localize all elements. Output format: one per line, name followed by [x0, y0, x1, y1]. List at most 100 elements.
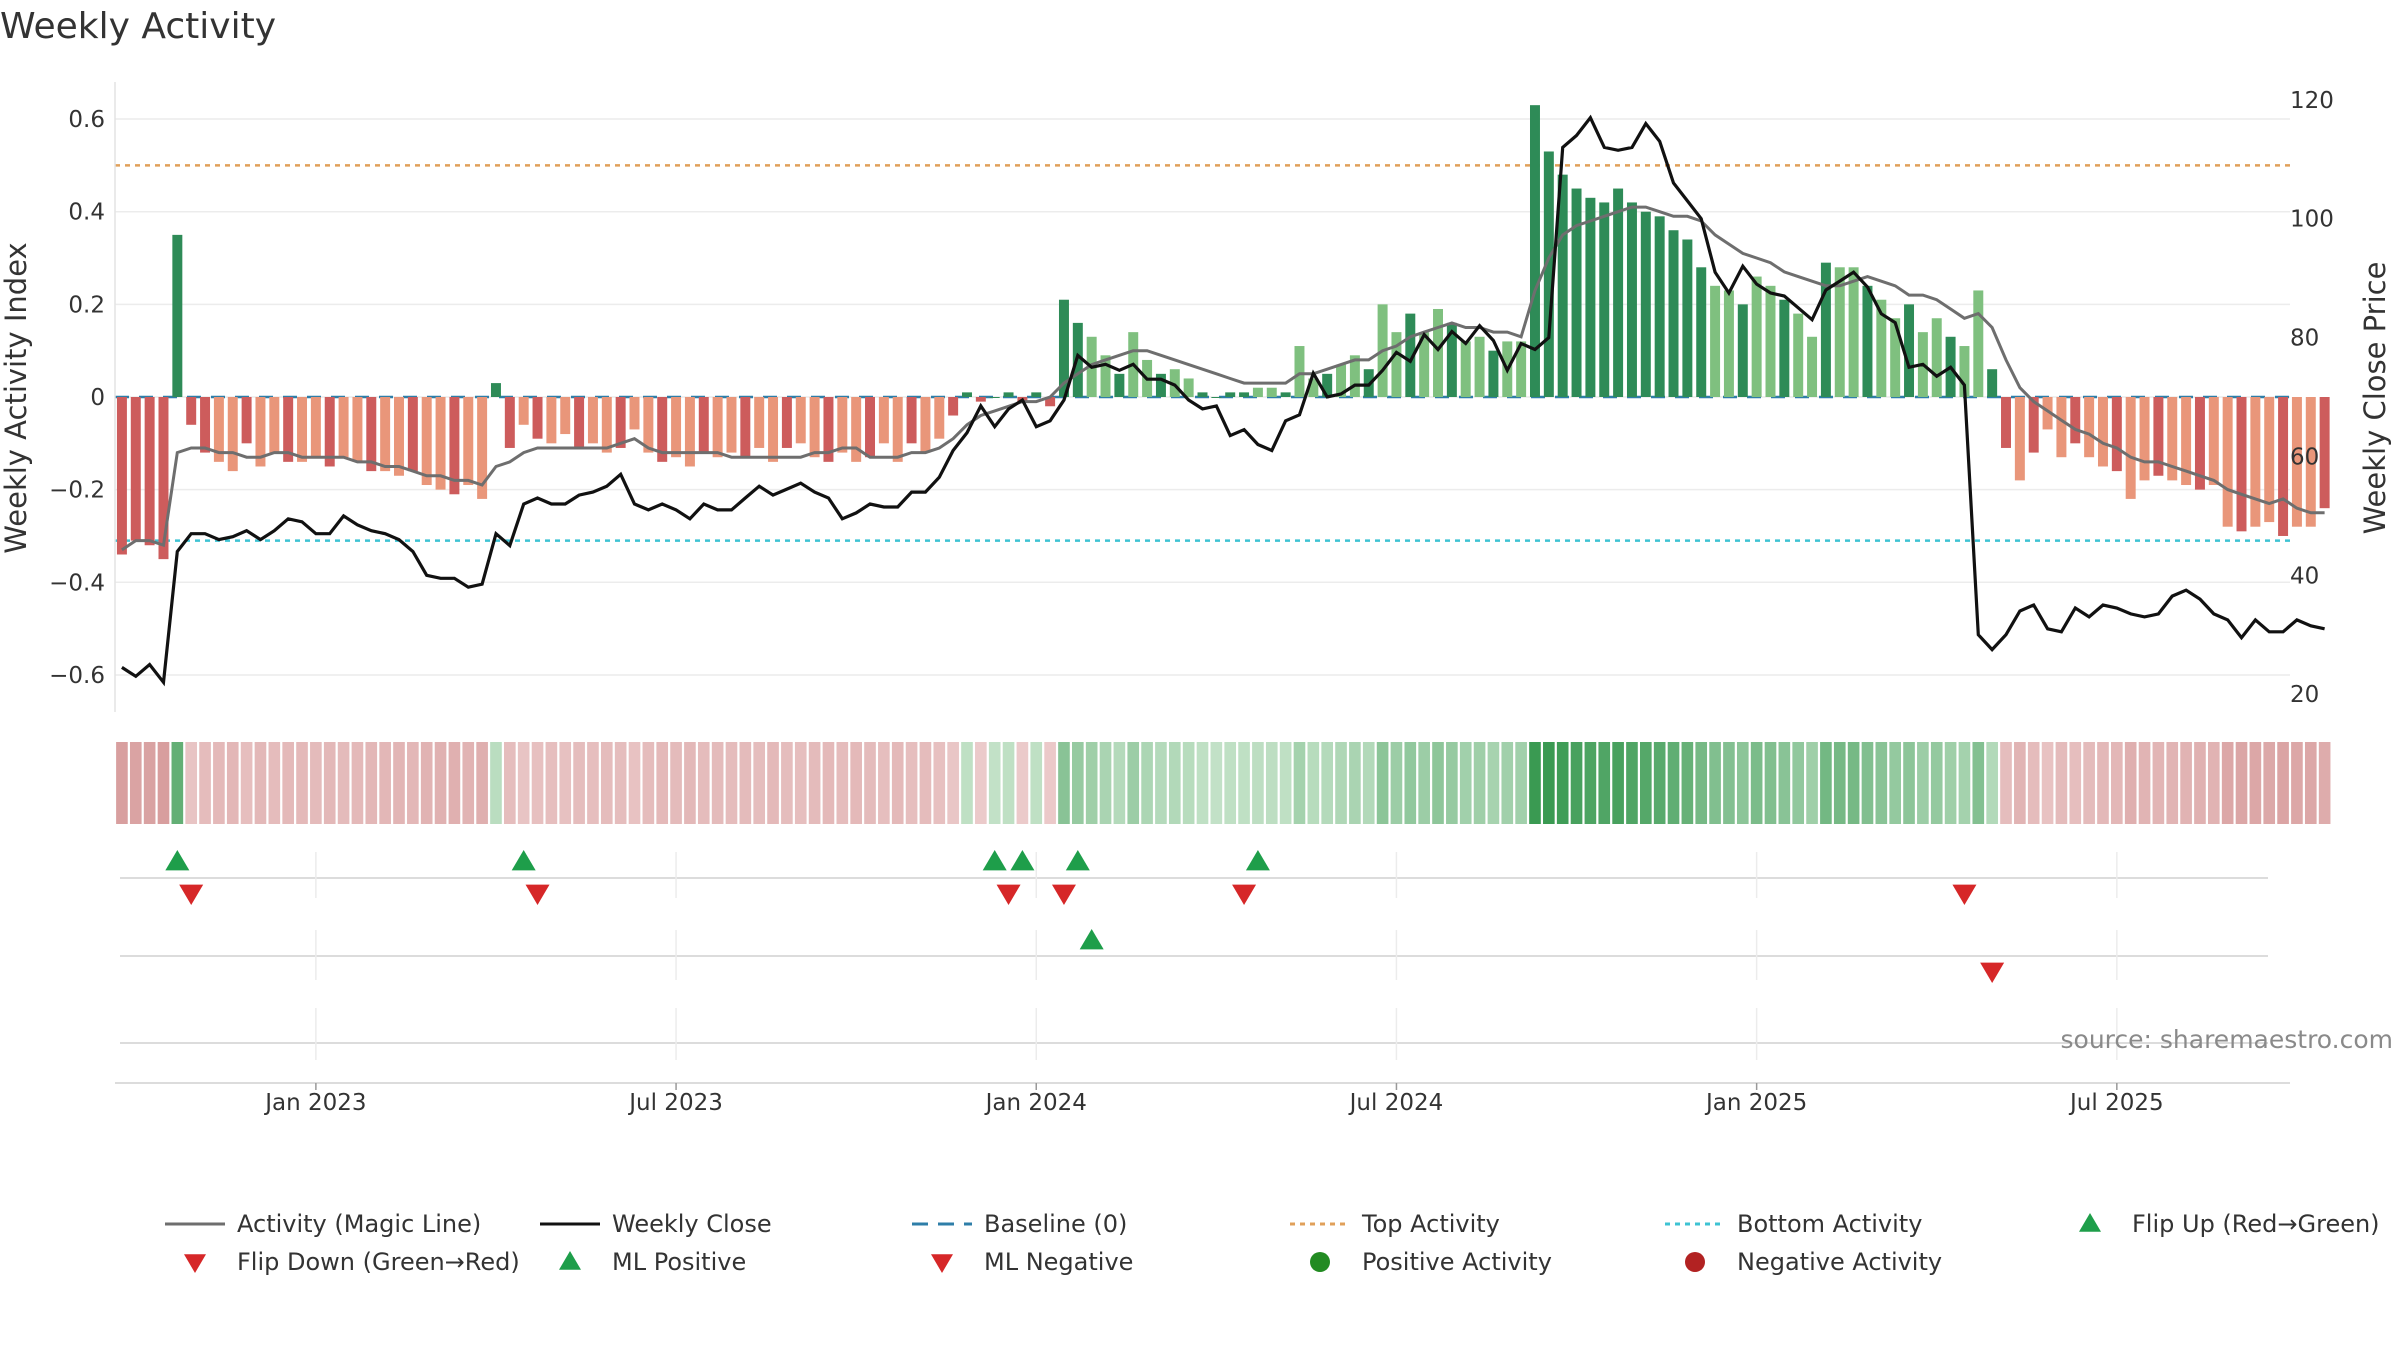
heat-cell	[365, 742, 378, 824]
activity-bar	[1626, 202, 1637, 397]
activity-bar	[172, 234, 183, 397]
axes: 0.6 0.4 0.2 0 −0.2 −0.4 −0.6 120 100 80 60 40 20 Jan …	[49, 82, 2334, 1116]
heat-cell	[268, 742, 281, 824]
heat-cell	[739, 742, 752, 824]
heat-cell	[822, 742, 835, 824]
activity-bar	[698, 397, 709, 453]
heat-cell	[905, 742, 918, 824]
heat-cell	[1044, 742, 1056, 824]
activity-bar	[421, 397, 432, 486]
x-tick-label: Jul 2025	[2068, 1090, 2164, 1116]
activity-bar	[2111, 397, 2122, 472]
activity-bar	[1460, 341, 1471, 397]
heat-cell	[1750, 742, 1763, 824]
activity-bar	[1543, 151, 1554, 397]
heat-cell	[185, 742, 198, 824]
activity-bar	[407, 397, 418, 472]
heat-cell	[2249, 742, 2262, 824]
heat-cell	[836, 742, 849, 824]
activity-bar	[463, 397, 474, 486]
activity-bar	[2125, 397, 2136, 499]
heat-cell	[1958, 742, 1971, 824]
ml-negative-marker	[1980, 962, 2005, 983]
activity-bar	[643, 397, 654, 453]
activity-bar	[574, 397, 585, 448]
heat-cell	[781, 742, 793, 824]
activity-bar	[2264, 397, 2275, 523]
heat-cell	[1058, 742, 1070, 824]
activity-bar	[1848, 267, 1859, 397]
heat-cell	[2207, 742, 2220, 824]
heat-cell	[1127, 742, 1140, 824]
source-label: source: sharemaestro.com	[2061, 1025, 2394, 1054]
heat-cell	[337, 742, 350, 824]
heat-cell	[2097, 742, 2109, 824]
activity-bar	[920, 397, 931, 453]
heat-cell	[1584, 742, 1597, 824]
heat-cell	[919, 742, 932, 824]
y-tick-label: 0.4	[68, 200, 105, 226]
heat-cell	[1861, 742, 1874, 824]
heat-cell	[1279, 742, 1292, 824]
flip-up-marker	[1010, 850, 1035, 871]
heat-cell	[1639, 742, 1652, 824]
heat-cell	[1501, 742, 1514, 824]
heat-cell	[2221, 742, 2234, 824]
heat-cell	[1709, 742, 1721, 824]
activity-bar	[1294, 346, 1305, 397]
heat-cell	[490, 742, 502, 824]
x-tick-label: Jan 2023	[263, 1090, 366, 1116]
y-right-tick-label: 80	[2290, 326, 2319, 352]
heat-cell	[2291, 742, 2303, 824]
activity-bar	[1045, 397, 1056, 407]
heat-cell	[2138, 742, 2151, 824]
activity-bar	[1668, 230, 1679, 397]
y-right-tick-label: 20	[2290, 682, 2319, 708]
heat-cell	[2318, 742, 2331, 824]
heat-cell	[1265, 742, 1278, 824]
flip-up-marker	[1245, 850, 1270, 871]
heat-cell	[670, 742, 682, 824]
heat-cell	[1072, 742, 1084, 824]
heat-cell	[1293, 742, 1306, 824]
x-tick-label: Jan 2025	[1704, 1090, 1807, 1116]
ml-positive-marker	[1079, 929, 1104, 950]
y-right-tick-label: 40	[2290, 563, 2319, 589]
heat-cell	[1972, 742, 1985, 824]
activity-bar	[2001, 397, 2011, 448]
heat-cell	[393, 742, 405, 824]
activity-bar	[878, 397, 889, 444]
heat-cell	[462, 742, 475, 824]
activity-bar	[1322, 373, 1333, 397]
heat-cell	[1944, 742, 1957, 824]
heat-cell	[1515, 742, 1527, 824]
activity-bar	[2194, 397, 2205, 490]
heat-cell	[282, 742, 294, 824]
y-axis-right-title: Weekly Close Price	[2358, 262, 2392, 535]
activity-bar	[2250, 397, 2261, 527]
legend-item: Negative Activity	[1685, 1248, 1942, 1276]
heat-cell	[808, 742, 821, 824]
heat-cell	[2304, 742, 2317, 824]
heat-cell	[975, 742, 987, 824]
flip-down-marker	[1952, 884, 1977, 905]
activity-bar	[1751, 276, 1762, 397]
heat-cell	[171, 742, 184, 824]
activity-bar	[809, 397, 820, 458]
activity-bar	[1654, 216, 1665, 397]
heat-cell	[1362, 742, 1375, 824]
activity-bar	[1959, 346, 1970, 397]
heat-cell	[1404, 742, 1417, 824]
heat-cell	[2235, 742, 2248, 824]
legend-item: Activity (Magic Line)	[165, 1210, 481, 1238]
heat-cell	[1182, 742, 1195, 824]
y-axis-title: Weekly Activity Index	[0, 242, 33, 553]
activity-bar	[1058, 299, 1069, 397]
activity-bar	[490, 383, 501, 397]
activity-bar	[754, 397, 765, 448]
magic-line	[121, 205, 2325, 552]
activity-bar	[1405, 313, 1416, 397]
activity-bar	[2278, 397, 2289, 536]
activity-bar	[1446, 322, 1457, 397]
